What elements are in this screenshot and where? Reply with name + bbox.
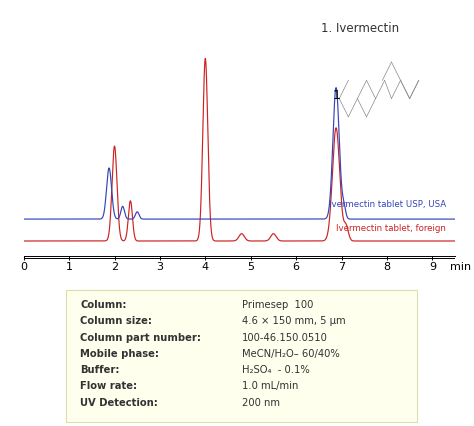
Text: min: min [450, 262, 471, 272]
Text: H₂SO₄  - 0.1%: H₂SO₄ - 0.1% [242, 365, 310, 375]
Text: 4.6 × 150 mm, 5 μm: 4.6 × 150 mm, 5 μm [242, 317, 346, 326]
Text: 1: 1 [65, 262, 73, 272]
Text: Column:: Column: [81, 300, 127, 310]
Text: 7: 7 [338, 262, 345, 272]
Text: 1. Ivermectin: 1. Ivermectin [321, 22, 399, 35]
Text: 8: 8 [383, 262, 391, 272]
Text: 5: 5 [247, 262, 254, 272]
FancyBboxPatch shape [66, 290, 417, 422]
Text: Column part number:: Column part number: [81, 333, 201, 343]
Text: 1.0 mL/min: 1.0 mL/min [242, 381, 298, 391]
Text: 100-46.150.0510: 100-46.150.0510 [242, 333, 328, 343]
Text: 3: 3 [156, 262, 164, 272]
Text: Column size:: Column size: [81, 317, 152, 326]
Text: 0: 0 [20, 262, 27, 272]
Text: 4: 4 [202, 262, 209, 272]
Text: 2: 2 [111, 262, 118, 272]
Text: MeCN/H₂O– 60/40%: MeCN/H₂O– 60/40% [242, 349, 339, 359]
Text: Buffer:: Buffer: [81, 365, 120, 375]
Text: Flow rate:: Flow rate: [81, 381, 137, 391]
Text: UV Detection:: UV Detection: [81, 397, 158, 408]
Text: Ivermectin tablet, foreign: Ivermectin tablet, foreign [336, 224, 446, 233]
Text: 200 nm: 200 nm [242, 397, 280, 408]
Text: Ivermectin tablet USP, USA: Ivermectin tablet USP, USA [329, 200, 446, 209]
Text: Mobile phase:: Mobile phase: [81, 349, 159, 359]
Text: Primesep  100: Primesep 100 [242, 300, 313, 310]
Text: 1: 1 [333, 89, 341, 102]
Text: 9: 9 [429, 262, 436, 272]
Text: 6: 6 [292, 262, 300, 272]
